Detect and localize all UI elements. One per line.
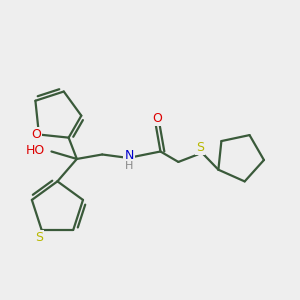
Text: N: N — [124, 149, 134, 163]
Text: O: O — [152, 112, 162, 125]
Text: H: H — [125, 161, 133, 171]
Text: O: O — [31, 128, 41, 141]
Text: S: S — [34, 231, 43, 244]
Text: HO: HO — [26, 144, 46, 157]
Text: S: S — [196, 141, 204, 154]
